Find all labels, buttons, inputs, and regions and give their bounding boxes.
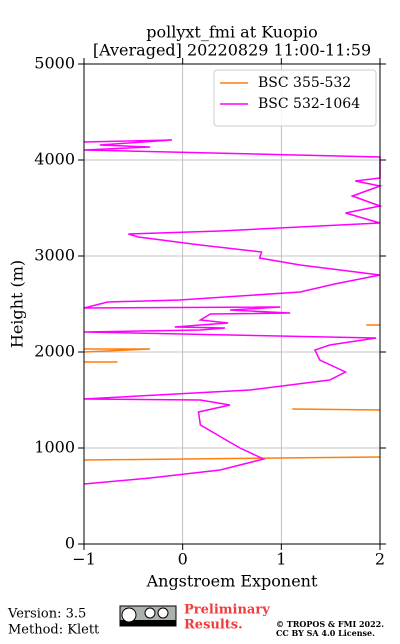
- method: Method: Klett: [8, 623, 100, 638]
- x-tick-label: 2: [375, 550, 385, 569]
- license-badge: [119, 605, 177, 627]
- y-axis-label: Height (m): [8, 260, 27, 348]
- y-tick-label: 5000: [34, 54, 75, 73]
- y-tick-label: 4000: [34, 150, 75, 169]
- x-tick-label: 0: [178, 550, 188, 569]
- data-line: [83, 324, 381, 461]
- y-tick-label: 1000: [34, 438, 75, 457]
- copyright: CC BY SA 4.0 License.: [276, 628, 375, 638]
- legend-box: [213, 69, 377, 127]
- preliminary-note: Preliminary: [184, 603, 270, 618]
- x-tick-label: −1: [72, 550, 96, 569]
- y-tick-label: 3000: [34, 246, 75, 265]
- legend-label: BSC 355-532: [258, 75, 351, 91]
- version: Version: 3.5: [7, 607, 86, 622]
- x-axis-label: Angstroem Exponent: [146, 572, 318, 591]
- x-tick-label: 1: [276, 550, 286, 569]
- chart-title: pollyxt_fmi at Kuopio: [146, 23, 317, 42]
- data-line: [83, 139, 383, 485]
- legend-label: BSC 532-1064: [258, 96, 360, 112]
- preliminary-note: Results.: [184, 618, 243, 633]
- axes-frame: [83, 63, 381, 545]
- y-tick-label: 2000: [34, 342, 75, 361]
- chart-subtitle: [Averaged] 20220829 11:00-11:59: [93, 41, 371, 60]
- legend: BSC 355-532 BSC 532-1064: [213, 69, 377, 127]
- y-tick-label: 0: [65, 534, 75, 553]
- copyright: © TROPOS & FMI 2022.: [276, 619, 384, 629]
